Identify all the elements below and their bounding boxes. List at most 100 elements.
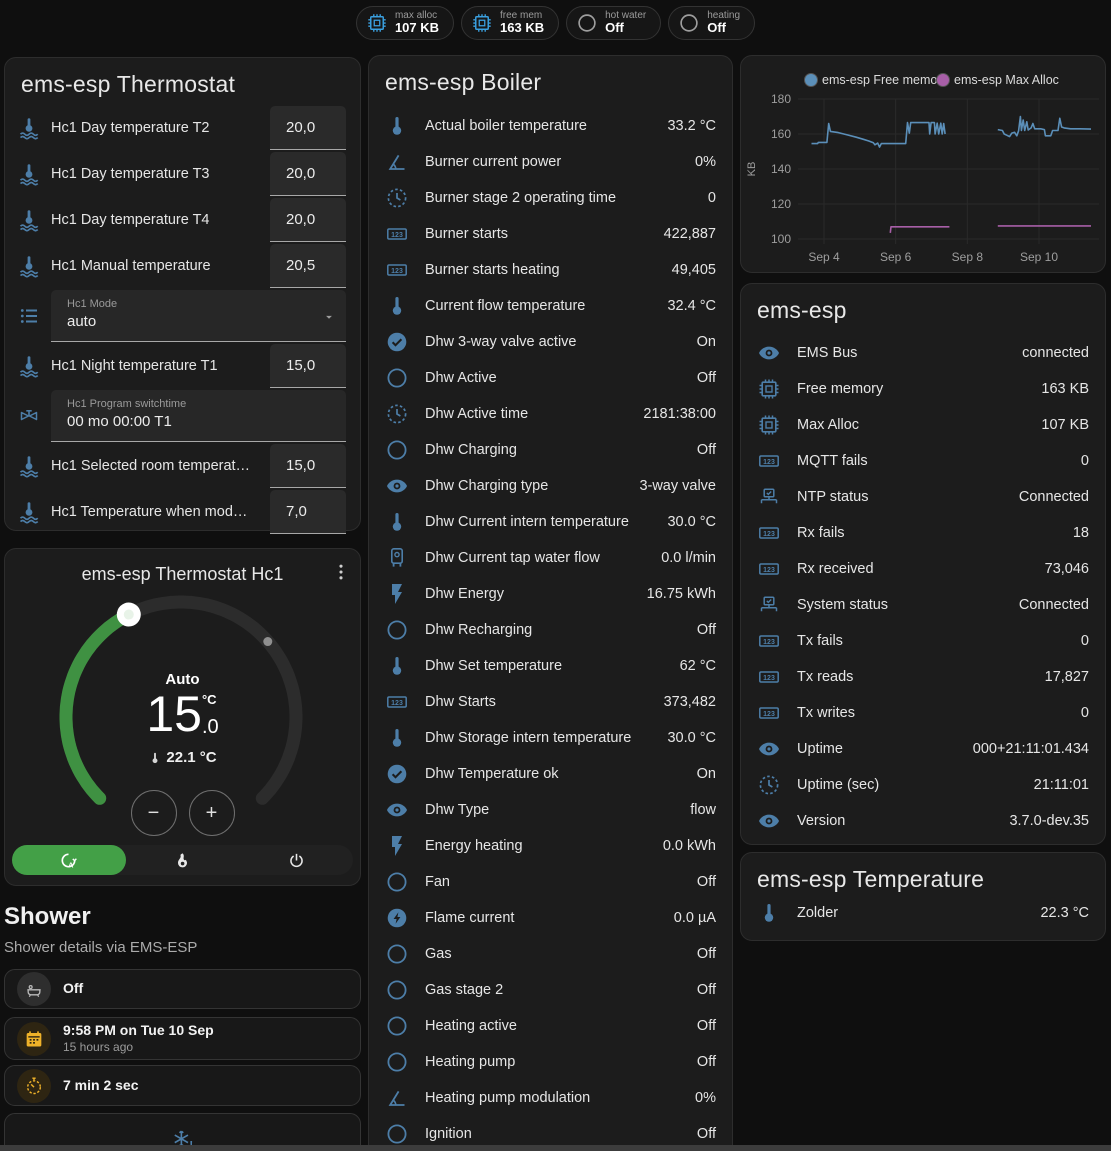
hvac-mode-heat[interactable]	[126, 845, 240, 875]
entity-row[interactable]: Heating pump modulation 0%	[369, 1080, 732, 1116]
entity-row[interactable]: Dhw Set temperature 62 °C	[369, 648, 732, 684]
entity-label: Actual boiler temperature	[425, 118, 587, 134]
entity-row[interactable]: Dhw Active Off	[369, 360, 732, 396]
entity-row[interactable]: 123 Dhw Starts 373,482	[369, 684, 732, 720]
scrollbar-strip[interactable]	[0, 1145, 1111, 1151]
entity-row[interactable]: Zolder 22.3 °C	[741, 895, 1105, 931]
entity-value: Off	[696, 1126, 716, 1142]
temp-increase-button[interactable]: +	[188, 790, 235, 836]
entity-row[interactable]: Free memory 163 KB	[741, 371, 1105, 407]
entity-row[interactable]: 123 Tx writes 0	[741, 695, 1105, 731]
entity-row[interactable]: Dhw Current tap water flow 0.0 l/min	[369, 540, 732, 576]
number-input[interactable]: 20,0	[270, 198, 346, 242]
entity-row[interactable]: Dhw Type flow	[369, 792, 732, 828]
entity-row[interactable]: 123 Burner starts heating 49,405	[369, 252, 732, 288]
entity-row[interactable]: Heating pump Off	[369, 1044, 732, 1080]
entity-label: Energy heating	[425, 838, 523, 854]
number-input[interactable]: 20,5	[270, 244, 346, 288]
entity-row: Hc1 Selected room temperat… 15,0	[5, 443, 360, 489]
calendar-badge	[17, 1021, 51, 1056]
number-input[interactable]: 15,0	[270, 444, 346, 488]
number-input[interactable]: 20,0	[270, 152, 346, 196]
shower-chip-calendar[interactable]: 9:58 PM on Tue 10 Sep 15 hours ago	[4, 1017, 361, 1060]
entity-row[interactable]: Gas Off	[369, 936, 732, 972]
entity-row[interactable]: Uptime (sec) 21:11:01	[741, 767, 1105, 803]
entity-value: 16.75 kWh	[646, 586, 716, 602]
more-options-icon[interactable]	[330, 561, 352, 583]
entity-row[interactable]: 123 Tx fails 0	[741, 623, 1105, 659]
entity-row[interactable]: Flame current 0.0 µA	[369, 900, 732, 936]
number-input[interactable]: 20,0	[270, 106, 346, 150]
badge-hot-water[interactable]: hot water Off	[566, 6, 662, 40]
entity-label: Burner starts heating	[425, 262, 560, 278]
shower-chip-timer[interactable]: 7 min 2 sec	[4, 1065, 361, 1106]
entity-row[interactable]: Dhw Storage intern temperature 30.0 °C	[369, 720, 732, 756]
badge-heating[interactable]: heating Off	[668, 6, 756, 40]
number-input[interactable]: 7,0	[270, 490, 346, 534]
lightning-icon	[385, 834, 409, 858]
timer-badge	[17, 1068, 51, 1103]
entity-row[interactable]: Gas stage 2 Off	[369, 972, 732, 1008]
svg-text:123: 123	[763, 531, 775, 538]
number-input[interactable]: 15,0	[270, 344, 346, 388]
entity-row: Hc1 Manual temperature 20,5	[5, 243, 360, 289]
entity-row[interactable]: Ignition Off	[369, 1116, 732, 1151]
entity-row[interactable]: Burner current power 0%	[369, 144, 732, 180]
entity-row[interactable]: 123 MQTT fails 0	[741, 443, 1105, 479]
shower-chip-bathtub[interactable]: Off	[4, 969, 361, 1009]
entity-row[interactable]: Energy heating 0.0 kWh	[369, 828, 732, 864]
entity-row[interactable]: 123 Rx fails 18	[741, 515, 1105, 551]
entity-row[interactable]: Dhw 3-way valve active On	[369, 324, 732, 360]
badge-text: free mem 163 KB	[500, 10, 544, 35]
entity-value: 0%	[695, 1090, 716, 1106]
eye-icon	[757, 341, 781, 365]
entity-row[interactable]: Dhw Recharging Off	[369, 612, 732, 648]
entity-row[interactable]: NTP status Connected	[741, 479, 1105, 515]
thermostat-dial-card: ems-esp Thermostat Hc1 Auto 15 °C .0 22.…	[4, 548, 361, 886]
entity-row[interactable]: Version 3.7.0-dev.35	[741, 803, 1105, 839]
chip-icon	[366, 12, 388, 34]
svg-text:120: 120	[771, 197, 791, 211]
entity-value: 2181:38:00	[643, 406, 716, 422]
entity-row[interactable]: Dhw Active time 2181:38:00	[369, 396, 732, 432]
entity-row[interactable]: Dhw Charging type 3-way valve	[369, 468, 732, 504]
mode-select[interactable]: Hc1 Mode auto	[51, 290, 346, 342]
auto-mode-icon: A	[59, 851, 78, 870]
entity-row[interactable]: System status Connected	[741, 587, 1105, 623]
thermostat-dial[interactable]	[5, 549, 360, 885]
entity-row[interactable]: Dhw Charging Off	[369, 432, 732, 468]
flash-circle-icon	[385, 906, 409, 930]
text-input[interactable]: Hc1 Program switchtime 00 mo 00:00 T1	[51, 390, 346, 442]
badge-text: max alloc 107 KB	[395, 10, 439, 35]
thermometer-icon	[385, 294, 409, 318]
entity-row[interactable]: Heating active Off	[369, 1008, 732, 1044]
entity-row[interactable]: Uptime 000+21:11:01.434	[741, 731, 1105, 767]
thermostat-card-title: ems-esp Thermostat	[21, 71, 236, 97]
entity-row[interactable]: Dhw Energy 16.75 kWh	[369, 576, 732, 612]
hvac-mode-auto[interactable]: A	[12, 845, 126, 875]
entity-row[interactable]: Max Alloc 107 KB	[741, 407, 1105, 443]
target-temp-unit: °C	[201, 692, 217, 707]
entity-row[interactable]: Current flow temperature 32.4 °C	[369, 288, 732, 324]
badge-free-mem[interactable]: free mem 163 KB	[461, 6, 560, 40]
entity-row[interactable]: Dhw Temperature ok On	[369, 756, 732, 792]
hvac-mode-off[interactable]	[239, 845, 353, 875]
entity-row[interactable]: Fan Off	[369, 864, 732, 900]
entity-row[interactable]: 123 Tx reads 17,827	[741, 659, 1105, 695]
entity-row[interactable]: 123 Rx received 73,046	[741, 551, 1105, 587]
entity-row[interactable]: Actual boiler temperature 33.2 °C	[369, 108, 732, 144]
badge-max-alloc[interactable]: max alloc 107 KB	[355, 6, 455, 40]
entity-label: Tx fails	[797, 633, 843, 649]
entity-row[interactable]: EMS Bus connected	[741, 335, 1105, 371]
entity-row[interactable]: 123 Burner starts 422,887	[369, 216, 732, 252]
memory-chart-card[interactable]: 100 120 140 160 180 Sep 4 Sep 6 Sep 8 Sep 10 KB em…	[740, 55, 1106, 273]
temp-decrease-button[interactable]: −	[130, 790, 177, 836]
entity-label: Dhw Storage intern temperature	[425, 730, 632, 746]
thermostat-card: ems-esp Thermostat Hc1 Day temperature T…	[4, 57, 361, 534]
circle-icon	[678, 12, 700, 34]
shower-chip-snowflake-alert[interactable]: !	[4, 1113, 361, 1151]
entity-row[interactable]: Burner stage 2 operating time 0	[369, 180, 732, 216]
entity-label: NTP status	[797, 489, 869, 505]
svg-text:123: 123	[763, 711, 775, 718]
entity-row[interactable]: Dhw Current intern temperature 30.0 °C	[369, 504, 732, 540]
